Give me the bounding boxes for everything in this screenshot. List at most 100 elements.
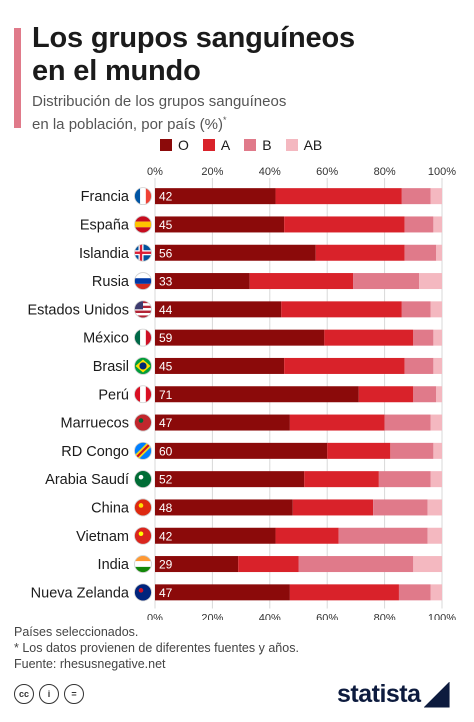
bar-segment-ab xyxy=(433,357,442,374)
title-line-2: en el mundo xyxy=(32,55,201,87)
bar-segment-o xyxy=(155,386,359,403)
license-icons: cc i = xyxy=(14,684,89,704)
x-tick-label-bottom: 0% xyxy=(147,613,163,621)
bar-segment-a xyxy=(304,471,379,488)
subtitle-footnote-mark: * xyxy=(222,115,227,125)
flag-drcongo-icon xyxy=(134,442,152,460)
chart-title: Los grupos sanguíneos en el mundo xyxy=(32,22,355,88)
bar-segment-a xyxy=(315,244,405,261)
bar-segment-b xyxy=(401,301,431,318)
category-label: RD Congo xyxy=(61,444,129,460)
bar-segment-ab xyxy=(430,471,442,488)
flag-ring xyxy=(134,187,152,206)
flag-ring xyxy=(134,328,152,347)
bar-segment-o xyxy=(155,244,316,261)
bar-segment-b xyxy=(338,527,428,544)
bar-segment-ab xyxy=(436,244,442,261)
data-label-o: 71 xyxy=(159,388,173,402)
accent-bar xyxy=(14,28,21,128)
flag-ring xyxy=(134,498,152,517)
category-label: México xyxy=(83,331,129,347)
legend-item-ab: AB xyxy=(285,137,322,153)
legend-item-a: A xyxy=(202,137,231,153)
flag-peru-icon xyxy=(134,385,152,403)
nd-icon[interactable]: = xyxy=(64,684,84,704)
bar-segment-a xyxy=(358,386,414,403)
stacked-bar-chart: 0% 0% 20% 20% 40% 40% 60% 60% 80% 80% 100% 100% Fran… xyxy=(27,166,456,621)
statista-logo[interactable]: statista xyxy=(337,680,450,709)
bar-segment-a xyxy=(238,556,299,573)
category-label: Nueva Zelanda xyxy=(31,585,130,601)
bar-segment-o xyxy=(155,556,239,573)
flag-usa-icon xyxy=(134,300,152,318)
subtitle-line-2: en la población, por país (%)* xyxy=(32,111,286,134)
bar-segment-o xyxy=(155,527,276,544)
bar-segment-ab xyxy=(433,442,442,459)
brand-name: statista xyxy=(337,680,421,708)
bar-segment-ab xyxy=(430,188,442,205)
x-tick-label-top: 0% xyxy=(147,166,163,178)
subtitle-line-1: Distribución de los grupos sanguíneos xyxy=(32,93,287,110)
legend-label: B xyxy=(262,137,272,153)
legend-item-o: O xyxy=(160,137,189,153)
bar-segment-b xyxy=(404,216,434,233)
legend: O A B AB xyxy=(160,137,336,153)
data-label-o: 42 xyxy=(159,529,173,543)
flag-mexico-icon xyxy=(134,329,152,347)
legend-swatch xyxy=(244,139,257,151)
category-label: España xyxy=(80,217,130,233)
bar-segment-ab xyxy=(436,386,442,403)
bar-segment-ab xyxy=(430,414,442,431)
x-tick-label-bottom: 60% xyxy=(316,613,338,621)
bar-segment-a xyxy=(284,357,405,374)
data-label-o: 59 xyxy=(159,331,173,345)
flag-ring xyxy=(134,441,152,460)
category-label: Estados Unidos xyxy=(27,302,129,318)
bar-segment-ab xyxy=(427,527,442,544)
bar-segment-b xyxy=(404,244,437,261)
flag-newzealand-icon xyxy=(134,583,152,601)
data-label-o: 44 xyxy=(159,303,173,317)
flag-russia-icon xyxy=(134,272,152,290)
flag-ring xyxy=(134,357,152,375)
bar-segment-ab xyxy=(430,301,442,318)
flag-ring xyxy=(134,385,152,404)
flag-france-icon xyxy=(134,187,152,205)
flag-ring xyxy=(134,243,152,262)
x-tick-label-bottom: 20% xyxy=(201,613,223,621)
category-label: Francia xyxy=(81,189,130,205)
bar-segment-o xyxy=(155,414,290,431)
bar-segment-o xyxy=(155,442,328,459)
flag-ring xyxy=(134,583,152,602)
flag-iceland-icon xyxy=(134,244,152,262)
note-source: Fuente: rhesusnegative.net xyxy=(14,657,166,671)
bar-segment-a xyxy=(275,527,339,544)
x-tick-label-top: 60% xyxy=(316,166,338,178)
x-tick-label-bottom: 40% xyxy=(259,613,281,621)
bar-segment-b xyxy=(413,386,437,403)
bar-segment-ab xyxy=(433,216,442,233)
title-line-1: Los grupos sanguíneos xyxy=(32,22,355,54)
bar-segment-o xyxy=(155,188,276,205)
bar-segment-o xyxy=(155,301,282,318)
data-label-o: 33 xyxy=(159,275,173,289)
bar-segment-o xyxy=(155,584,290,601)
category-label: Arabia Saudí xyxy=(45,472,129,488)
data-label-o: 48 xyxy=(159,501,173,515)
bar-segment-o xyxy=(155,273,250,290)
chart-subtitle: Distribución de los grupos sanguíneos en… xyxy=(32,92,286,134)
data-label-o: 60 xyxy=(159,444,173,458)
x-tick-label-top: 80% xyxy=(374,166,396,178)
legend-label: A xyxy=(220,137,231,153)
flag-morocco-icon xyxy=(134,414,152,432)
data-label-o: 45 xyxy=(159,218,173,232)
bar-segment-b xyxy=(384,414,431,431)
flag-saudi-icon xyxy=(134,470,152,488)
bar-segment-a xyxy=(327,442,391,459)
cc-icon[interactable]: cc xyxy=(14,684,34,704)
category-label: Perú xyxy=(98,387,129,403)
subtitle-text: en la población, por país (%) xyxy=(32,116,223,133)
by-icon[interactable]: i xyxy=(39,684,59,704)
bar-segment-b xyxy=(390,442,434,459)
flag-spain-icon xyxy=(134,215,152,233)
